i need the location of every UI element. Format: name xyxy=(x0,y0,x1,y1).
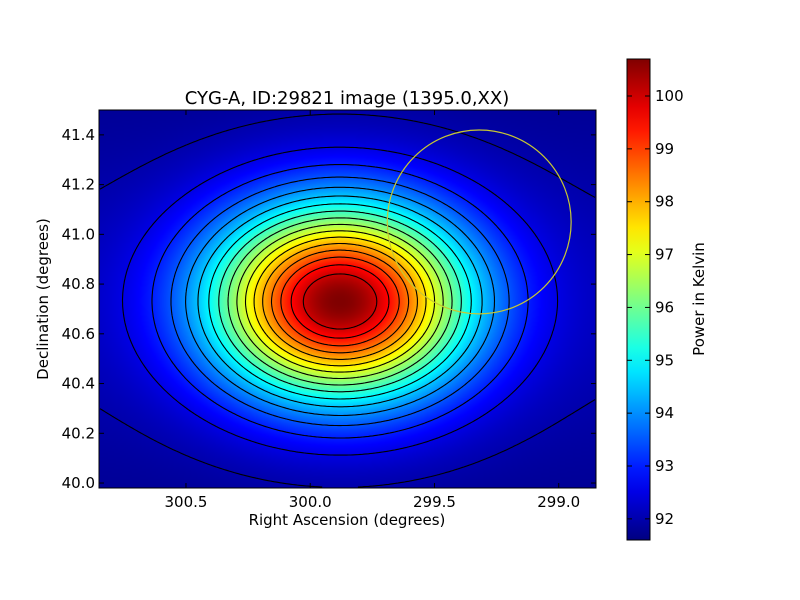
x-tick-label: 299.5 xyxy=(413,493,456,511)
y-tick-label: 40.4 xyxy=(62,375,95,393)
y-axis: 40.0 40.2 40.4 40.6 40.8 41.0 41.2 41.4 xyxy=(62,126,596,492)
colorbar-tick-label: 100 xyxy=(655,87,684,105)
colorbar-tick-label: 96 xyxy=(655,298,674,316)
y-tick-label: 40.2 xyxy=(62,424,95,442)
x-axis: 300.5 300.0 299.5 299.0 xyxy=(164,110,580,511)
x-axis-label: Right Ascension (degrees) xyxy=(249,511,446,529)
contour-level-line xyxy=(185,186,496,417)
y-tick-label: 41.4 xyxy=(62,126,95,144)
y-tick-label: 41.2 xyxy=(62,176,95,194)
colorbar: 92 93 94 95 96 97 98 99 100 xyxy=(626,58,684,541)
contour-level-line xyxy=(218,210,462,393)
contour-level-line xyxy=(280,256,400,347)
contour-level-line xyxy=(151,164,529,439)
beam-circle xyxy=(386,129,572,315)
colorbar-tick-label: 95 xyxy=(655,351,674,369)
colorbar-tick-label: 97 xyxy=(655,246,674,264)
contour-level-line xyxy=(302,273,378,330)
contour-level-line xyxy=(244,230,436,373)
contour-level-line xyxy=(227,217,453,386)
contour-level-line xyxy=(208,203,472,400)
colorbar-gradient xyxy=(626,58,651,541)
plot-frame xyxy=(98,109,597,489)
y-tick-label: 40.6 xyxy=(62,325,95,343)
contour-level-line xyxy=(262,242,418,360)
contour-level-line xyxy=(253,236,427,367)
colorbar-tick-label: 93 xyxy=(655,457,674,475)
contour-level-line xyxy=(170,176,510,427)
contour-lines xyxy=(99,113,596,488)
contour-level-line xyxy=(197,195,483,408)
plot-area xyxy=(98,109,597,489)
contour-level-line xyxy=(290,264,390,339)
x-tick-label: 300.0 xyxy=(289,493,332,511)
x-tick-label: 299.0 xyxy=(537,493,580,511)
y-tick-label: 40.0 xyxy=(62,474,95,492)
colorbar-tick-label: 94 xyxy=(655,404,674,422)
x-tick-label: 300.5 xyxy=(164,493,207,511)
chart-title: CYG-A, ID:29821 image (1395.0,XX) xyxy=(185,88,509,109)
y-tick-label: 41.0 xyxy=(62,225,95,243)
y-axis-label: Declination (degrees) xyxy=(34,218,52,380)
colorbar-tick-label: 99 xyxy=(655,140,674,158)
heatmap-image xyxy=(99,110,596,488)
colorbar-tick-label: 98 xyxy=(655,193,674,211)
contour-level-line xyxy=(236,223,444,380)
colorbar-label: Power in Kelvin xyxy=(690,242,708,356)
contour-level-line xyxy=(270,249,410,354)
y-tick-label: 40.8 xyxy=(62,275,95,293)
colorbar-tick-label: 92 xyxy=(655,510,674,528)
